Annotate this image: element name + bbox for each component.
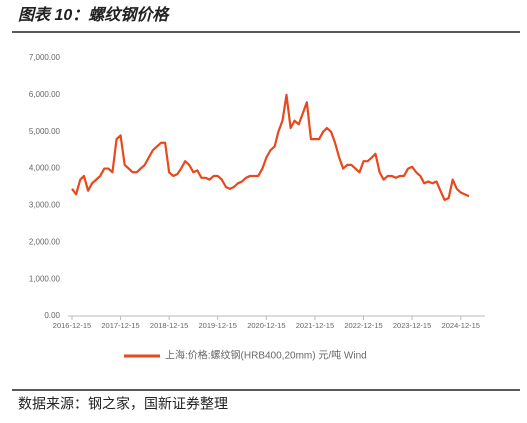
source: 数据来源：钢之家，国新证券整理 xyxy=(18,396,228,412)
series-line xyxy=(71,93,470,201)
x-tick-label: 2017-12-15 xyxy=(101,321,139,330)
y-tick-label: 5,000.00 xyxy=(29,127,61,136)
legend-label: 上海:价格:螺纹钢(HRB400,20mm) 元/吨 Wind xyxy=(165,349,367,362)
y-tick-label: 7,000.00 xyxy=(29,53,61,62)
x-tick-label: 2020-12-15 xyxy=(247,321,285,330)
x-tick-label: 2021-12-15 xyxy=(296,321,334,330)
x-tick-label: 2018-12-15 xyxy=(150,321,188,330)
y-tick-label: 6,000.00 xyxy=(29,90,61,99)
x-tick-label: 2019-12-15 xyxy=(199,321,237,330)
y-tick-label: 4,000.00 xyxy=(29,164,61,173)
x-tick-label: 2022-12-15 xyxy=(344,321,382,330)
x-tick-label: 2024-12-15 xyxy=(442,321,480,330)
y-tick-label: 1,000.00 xyxy=(29,274,61,283)
y-tick-label: 3,000.00 xyxy=(29,201,61,210)
chart-title: 图表 10：螺纹钢价格 xyxy=(18,6,170,24)
x-tick-label: 2016-12-15 xyxy=(53,321,91,330)
x-tick-label: 2023-12-15 xyxy=(393,321,431,330)
y-tick-label: 2,000.00 xyxy=(29,237,61,246)
y-tick-label: 0.00 xyxy=(44,311,60,320)
